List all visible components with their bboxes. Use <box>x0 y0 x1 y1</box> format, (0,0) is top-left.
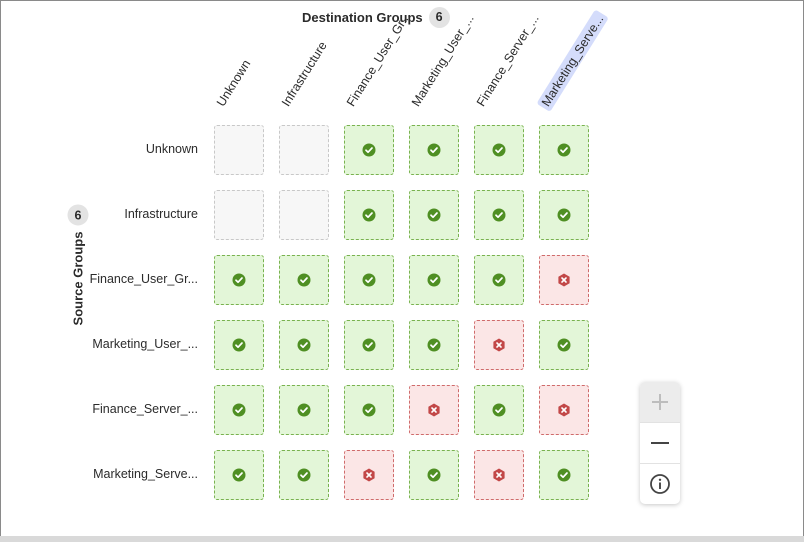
matrix-cell-allow[interactable] <box>279 450 329 500</box>
check-circle-icon <box>427 273 441 287</box>
matrix-cell-allow[interactable] <box>409 190 459 240</box>
plus-icon <box>652 394 668 410</box>
x-hexagon-icon <box>558 403 570 417</box>
check-circle-icon <box>427 143 441 157</box>
zoom-in-button[interactable] <box>640 382 680 422</box>
check-circle-icon <box>427 338 441 352</box>
check-circle-icon <box>362 273 376 287</box>
row-header-1[interactable]: Unknown <box>145 142 198 156</box>
matrix-cell-allow[interactable] <box>344 125 394 175</box>
destination-groups-title: Destination Groups <box>302 9 423 25</box>
matrix-cell-deny[interactable] <box>474 320 524 370</box>
matrix-cell-allow[interactable] <box>539 450 589 500</box>
matrix-cell-allow[interactable] <box>344 320 394 370</box>
matrix-cell-empty[interactable] <box>214 125 264 175</box>
check-circle-icon <box>492 403 506 417</box>
x-hexagon-icon <box>363 468 375 482</box>
row-header-5[interactable]: Finance_Server_... <box>92 402 198 416</box>
row-header-2[interactable]: Infrastructure <box>124 207 198 221</box>
matrix-cell-allow[interactable] <box>409 255 459 305</box>
matrix-cell-deny[interactable] <box>409 385 459 435</box>
info-circle-icon <box>650 474 670 494</box>
matrix-cell-allow[interactable] <box>409 320 459 370</box>
matrix-cell-allow[interactable] <box>279 255 329 305</box>
check-circle-icon <box>297 338 311 352</box>
bottom-scrollbar-track <box>0 536 804 542</box>
check-circle-icon <box>557 208 571 222</box>
matrix-cell-allow[interactable] <box>214 320 264 370</box>
check-circle-icon <box>492 143 506 157</box>
check-circle-icon <box>492 208 506 222</box>
matrix-cell-allow[interactable] <box>279 320 329 370</box>
matrix-cell-allow[interactable] <box>214 255 264 305</box>
matrix-cell-deny[interactable] <box>474 450 524 500</box>
matrix-cell-empty[interactable] <box>214 190 264 240</box>
row-header-3[interactable]: Finance_User_Gr... <box>89 272 198 286</box>
check-circle-icon <box>232 338 246 352</box>
matrix-cell-allow[interactable] <box>474 255 524 305</box>
matrix-cell-allow[interactable] <box>539 125 589 175</box>
check-circle-icon <box>557 338 571 352</box>
matrix-cell-allow[interactable] <box>344 385 394 435</box>
check-circle-icon <box>297 468 311 482</box>
check-circle-icon <box>297 273 311 287</box>
matrix-cell-allow[interactable] <box>344 255 394 305</box>
check-circle-icon <box>362 403 376 417</box>
check-circle-icon <box>427 208 441 222</box>
matrix-cell-empty[interactable] <box>279 125 329 175</box>
check-circle-icon <box>362 143 376 157</box>
check-circle-icon <box>557 143 571 157</box>
matrix-cell-deny[interactable] <box>344 450 394 500</box>
matrix-cell-empty[interactable] <box>279 190 329 240</box>
matrix-cell-allow[interactable] <box>344 190 394 240</box>
check-circle-icon <box>492 273 506 287</box>
x-hexagon-icon <box>493 468 505 482</box>
matrix-cell-allow[interactable] <box>409 125 459 175</box>
zoom-out-button[interactable] <box>640 423 680 463</box>
check-circle-icon <box>362 338 376 352</box>
x-hexagon-icon <box>558 273 570 287</box>
check-circle-icon <box>297 403 311 417</box>
x-hexagon-icon <box>428 403 440 417</box>
zoom-controls <box>640 382 680 504</box>
check-circle-icon <box>232 468 246 482</box>
matrix-cell-allow[interactable] <box>474 385 524 435</box>
info-button[interactable] <box>640 464 680 504</box>
matrix-cell-allow[interactable] <box>474 125 524 175</box>
matrix-cell-allow[interactable] <box>214 450 264 500</box>
matrix-cell-allow[interactable] <box>214 385 264 435</box>
matrix-cell-allow[interactable] <box>409 450 459 500</box>
row-header-4[interactable]: Marketing_User_... <box>92 337 198 351</box>
matrix-cell-allow[interactable] <box>474 190 524 240</box>
destination-groups-header: Destination Groups 6 <box>302 6 450 28</box>
destination-groups-count-badge: 6 <box>428 6 450 28</box>
check-circle-icon <box>427 468 441 482</box>
check-circle-icon <box>557 468 571 482</box>
row-header-6[interactable]: Marketing_Serve... <box>93 467 198 481</box>
matrix-cell-deny[interactable] <box>539 385 589 435</box>
matrix-cell-allow[interactable] <box>539 320 589 370</box>
check-circle-icon <box>232 403 246 417</box>
check-circle-icon <box>362 208 376 222</box>
x-hexagon-icon <box>493 338 505 352</box>
matrix-cell-allow[interactable] <box>539 190 589 240</box>
matrix-cell-allow[interactable] <box>279 385 329 435</box>
minus-icon <box>651 442 669 444</box>
matrix-cell-deny[interactable] <box>539 255 589 305</box>
check-circle-icon <box>232 273 246 287</box>
